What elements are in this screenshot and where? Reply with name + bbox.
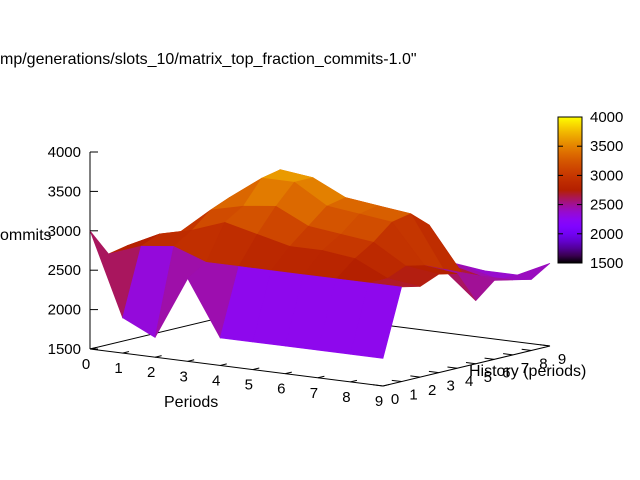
x-tick-label: 5 bbox=[245, 377, 253, 394]
colorbar-tick-label: 3500 bbox=[590, 138, 623, 155]
x-tick-mark bbox=[285, 371, 292, 375]
y-tick-label: 3 bbox=[446, 378, 454, 395]
y-tick-mark bbox=[447, 366, 458, 369]
x-tick-mark bbox=[220, 363, 227, 366]
x-tick-label: 0 bbox=[82, 356, 90, 373]
x-tick-label: 4 bbox=[212, 372, 220, 389]
x-tick-label: 2 bbox=[147, 364, 155, 381]
z-axis-label: ommits bbox=[0, 227, 52, 244]
y-axis-label: History (periods) bbox=[469, 363, 586, 380]
colorbar-ticks: 1500 2000 2500 3000 3500 4000 bbox=[558, 109, 623, 272]
x-tick-label: 9 bbox=[375, 393, 383, 410]
colorbar-tick-label: 3000 bbox=[590, 167, 623, 184]
x-axis-line bbox=[89, 348, 384, 387]
colorbar-tick-label: 4000 bbox=[590, 109, 623, 126]
z-tick-label: 3500 bbox=[48, 183, 81, 200]
y-tick-mark bbox=[540, 344, 551, 347]
y-tick-label: 9 bbox=[558, 351, 566, 368]
y-tick-label: 4 bbox=[465, 373, 473, 390]
chart-title: mp/generations/slots_10/matrix_top_fract… bbox=[0, 51, 417, 68]
x-tick-mark bbox=[350, 379, 358, 383]
x-tick-label: 6 bbox=[277, 381, 285, 398]
y-tick-label: 8 bbox=[539, 355, 547, 372]
x-tick-label: 1 bbox=[114, 360, 122, 377]
x-axis-ticks: 0 1 2 3 4 5 6 7 8 9 bbox=[82, 346, 390, 410]
y-tick-mark bbox=[410, 375, 421, 378]
y-tick-label: 5 bbox=[484, 369, 492, 386]
x-tick-mark bbox=[252, 367, 260, 371]
x-tick-label: 8 bbox=[342, 389, 350, 406]
y-axis-line bbox=[382, 345, 551, 387]
surface-mesh bbox=[89, 169, 551, 359]
x-tick-label: 3 bbox=[179, 368, 187, 385]
y-tick-label: 1 bbox=[409, 387, 417, 404]
y-tick-label: 0 bbox=[391, 391, 399, 408]
colorbar-strip bbox=[557, 116, 583, 264]
x-tick-mark bbox=[122, 351, 130, 354]
y-tick-label: 7 bbox=[521, 360, 529, 377]
colorbar-tick-label: 2000 bbox=[590, 226, 623, 243]
colorbar: 1500 2000 2500 3000 3500 4000 bbox=[557, 109, 623, 272]
colorbar-tick-label: 2500 bbox=[590, 197, 623, 214]
z-tick-label: 2500 bbox=[48, 262, 81, 279]
y-tick-mark bbox=[503, 353, 513, 356]
x-tick-mark bbox=[154, 355, 162, 358]
colorbar-tick-label: 1500 bbox=[590, 255, 623, 272]
x-tick-label: 7 bbox=[310, 385, 318, 402]
y-tick-mark bbox=[391, 379, 402, 383]
z-tick-label: 4000 bbox=[48, 144, 81, 161]
z-tick-label: 1500 bbox=[48, 341, 81, 358]
y-tick-mark bbox=[484, 357, 495, 360]
x-tick-mark bbox=[89, 346, 97, 350]
z-tick-label: 3000 bbox=[48, 223, 81, 240]
axes bbox=[89, 345, 551, 387]
y-tick-mark bbox=[373, 384, 384, 387]
z-tick-label: 2000 bbox=[48, 302, 81, 319]
x-axis-label: Periods bbox=[164, 394, 218, 411]
y-tick-mark bbox=[521, 348, 532, 351]
z-axis-ticks: 1500 2000 2500 3000 3500 4000 bbox=[48, 144, 98, 358]
surface-cell bbox=[350, 282, 402, 359]
x-tick-mark bbox=[187, 359, 195, 362]
y-tick-mark bbox=[465, 362, 476, 365]
x-tick-mark bbox=[317, 375, 325, 379]
y-tick-mark bbox=[428, 370, 439, 374]
y-tick-label: 2 bbox=[428, 382, 436, 399]
y-tick-label: 6 bbox=[502, 364, 510, 381]
x-tick-mark bbox=[382, 383, 390, 387]
